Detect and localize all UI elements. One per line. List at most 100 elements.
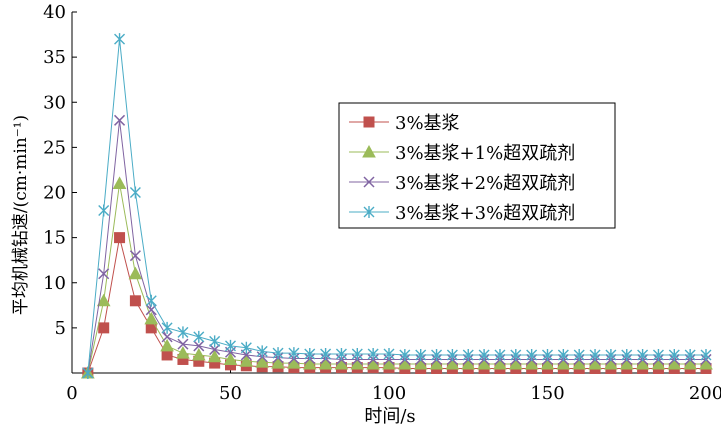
y-tick-label: 15 [43, 228, 66, 249]
data-point [98, 268, 110, 280]
data-point [161, 321, 173, 334]
data-point [399, 348, 411, 361]
data-point [302, 356, 317, 370]
x-tick-label: 200 [689, 383, 721, 404]
series-line [87, 237, 706, 374]
legend-marker [362, 144, 376, 158]
data-point [176, 346, 190, 359]
series-1 [82, 232, 712, 379]
data-point [335, 348, 347, 361]
data-point [112, 176, 127, 189]
data-point [177, 338, 189, 350]
data-point [239, 354, 254, 367]
data-point [304, 348, 316, 361]
data-point [96, 293, 111, 307]
data-point [478, 348, 490, 361]
x-tick-label: 150 [530, 383, 564, 404]
data-point [128, 266, 143, 280]
legend-item: 3%基浆+1%超双疏剂 [349, 143, 575, 164]
data-point [700, 348, 712, 361]
data-point [526, 348, 538, 361]
data-point [573, 348, 585, 361]
data-point [542, 348, 553, 361]
data-point [256, 345, 268, 358]
legend-label: 3%基浆+3%超双疏剂 [395, 203, 575, 224]
axes: 5 10 15 20 25 30 35 40 0 50 100 150 200 [43, 2, 721, 404]
series-4 [82, 33, 712, 379]
x-tick-label: 100 [372, 383, 406, 404]
legend-item: 3%基浆+2%超双疏剂 [349, 173, 575, 194]
data-point [367, 348, 379, 361]
legend-item: 3%基浆+3%超双疏剂 [349, 203, 575, 224]
data-point [82, 367, 94, 379]
legend-label: 3%基浆+2%超双疏剂 [395, 173, 575, 194]
x-tick-label: 50 [219, 383, 242, 404]
series-line [87, 120, 706, 374]
legend-item: 3%基浆 [349, 113, 460, 134]
legend-label: 3%基浆+1%超双疏剂 [395, 143, 575, 164]
data-point [114, 33, 126, 46]
data-point [240, 341, 252, 354]
data-point [191, 347, 206, 361]
data-point [637, 348, 649, 361]
data-point [209, 344, 221, 356]
legend-marker [363, 206, 375, 218]
data-point [129, 186, 141, 199]
data-point [161, 331, 173, 343]
data-point [462, 348, 474, 361]
data-point [144, 311, 159, 325]
data-point [431, 348, 443, 361]
y-tick-label: 5 [55, 318, 66, 339]
legend-marker [363, 116, 375, 128]
legend-box [338, 102, 616, 229]
y-tick-label: 40 [43, 2, 66, 23]
data-point [98, 204, 110, 217]
data-point [193, 340, 205, 352]
data-point [129, 250, 141, 262]
data-point [272, 347, 284, 360]
data-point [288, 347, 300, 360]
data-point [320, 348, 332, 361]
y-tick-label: 30 [43, 92, 66, 113]
data-point [209, 335, 221, 348]
data-point [621, 348, 633, 361]
data-point [605, 348, 617, 361]
data-point [351, 348, 363, 361]
x-axis-title: 时间/s [364, 406, 415, 427]
data-point [114, 232, 126, 244]
y-tick-label: 20 [43, 183, 66, 204]
data-point [415, 348, 427, 361]
series-line [87, 183, 706, 374]
y-tick-label: 35 [43, 47, 66, 68]
data-point [557, 348, 569, 361]
data-point [446, 348, 458, 361]
legend: 3%基浆 3%基浆+1%超双疏剂 3%基浆+2%超双疏剂 3%基浆+3%超双疏剂 [338, 102, 616, 229]
data-point [589, 348, 601, 361]
data-point [114, 114, 126, 126]
data-point [668, 348, 680, 361]
series-group [81, 33, 713, 379]
series-line [87, 39, 706, 374]
data-point [223, 352, 238, 365]
data-point [177, 326, 189, 339]
data-point [98, 322, 110, 334]
data-point [255, 355, 270, 368]
data-point [145, 294, 157, 307]
data-point [510, 348, 522, 361]
y-tick-label: 10 [43, 273, 66, 294]
y-axis-title: 平均机械钻速/(cm·min⁻¹) [11, 115, 31, 315]
data-point [383, 348, 395, 361]
legend-label: 3%基浆 [395, 113, 460, 134]
data-point [161, 349, 173, 361]
y-tick-label: 25 [43, 137, 66, 158]
legend-marker [363, 176, 375, 188]
data-point [207, 349, 222, 363]
x-tick-label: 0 [66, 383, 77, 404]
data-point [160, 338, 174, 352]
data-point [271, 356, 285, 369]
data-point [494, 348, 506, 361]
data-point [652, 348, 664, 361]
data-point [193, 330, 205, 343]
